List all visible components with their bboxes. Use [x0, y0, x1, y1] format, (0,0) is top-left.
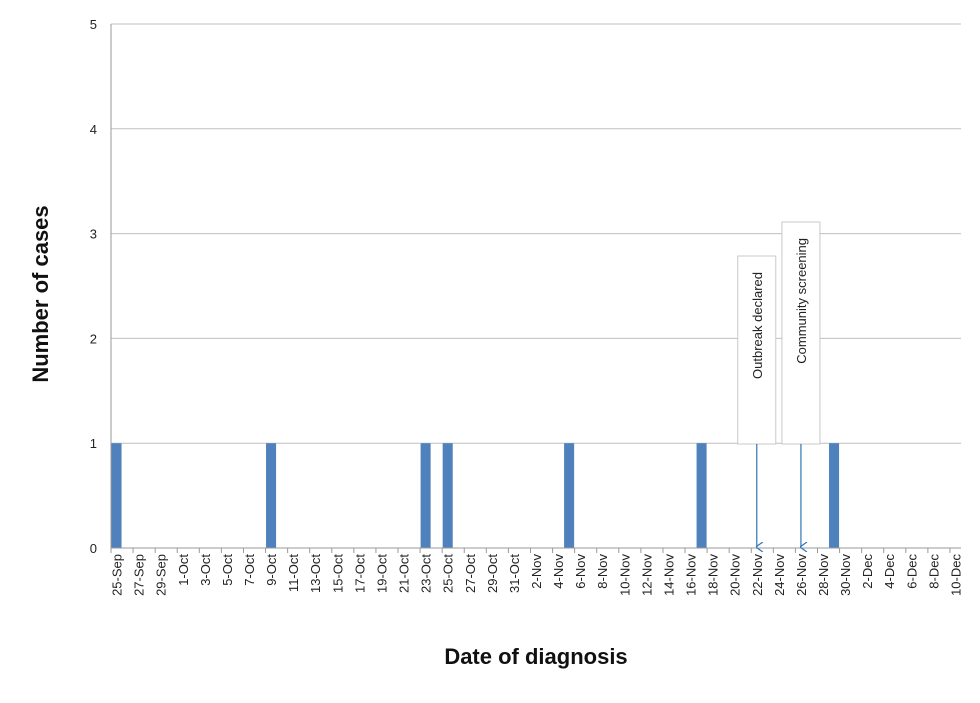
x-tick-label: 14-Nov: [661, 554, 676, 596]
x-tick-label: 20-Nov: [728, 554, 743, 596]
x-tick-label: 24-Nov: [772, 554, 787, 596]
bars: [111, 443, 840, 548]
x-tick-label: 11-Oct: [286, 554, 301, 592]
x-tick-label: 30-Nov: [838, 554, 853, 596]
bar: [266, 443, 277, 548]
x-tick-label: 27-Oct: [463, 554, 478, 593]
x-tick-label: 23-Oct: [419, 554, 434, 593]
x-tick-label: 19-Oct: [374, 554, 389, 593]
x-tick-label: 10-Dec: [948, 554, 963, 596]
annotation-box: [781, 221, 821, 445]
x-tick-label: 6-Nov: [573, 554, 588, 589]
x-tick-label: 12-Nov: [639, 554, 654, 596]
y-tick-label: 0: [90, 541, 97, 556]
y-tick-label: 2: [90, 331, 97, 346]
x-tick-label: 16-Nov: [684, 554, 699, 596]
x-tick-label: 18-Nov: [706, 554, 721, 596]
y-tick-labels: 0 1 2 3 4 5: [90, 17, 97, 556]
x-tick-label: 4-Nov: [551, 554, 566, 589]
x-tick-label: 13-Oct: [308, 554, 323, 593]
bar: [564, 443, 575, 548]
gridlines: [111, 23, 961, 444]
x-tick-label: 5-Oct: [220, 554, 235, 586]
x-tick-label: 31-Oct: [507, 554, 522, 593]
x-tick-label: 27-Sep: [132, 554, 147, 596]
annotation-label: Community screening: [794, 238, 809, 364]
annotation-label: Outbreak declared: [750, 272, 765, 379]
x-tick-labels: 25-Sep 27-Sep 29-Sep 1-Oct 3-Oct 5-Oct 7-Oct 9-…: [110, 548, 963, 596]
y-axis-title: Number of cases: [28, 205, 53, 382]
x-tick-label: 10-Nov: [617, 554, 632, 596]
bar: [442, 443, 453, 548]
x-tick-label: 26-Nov: [794, 554, 809, 596]
annotation-box: [737, 255, 777, 445]
x-tick-label: 21-Oct: [397, 554, 412, 593]
x-tick-label: 15-Oct: [330, 554, 345, 593]
x-tick-label: 28-Nov: [816, 554, 831, 596]
axes: [110, 24, 961, 549]
x-tick-label: 25-Oct: [441, 554, 456, 593]
bar: [696, 443, 707, 548]
x-tick-label: 29-Oct: [485, 554, 500, 593]
x-tick-label: 1-Oct: [176, 554, 191, 586]
x-tick-label: 17-Oct: [352, 554, 367, 593]
x-tick-label: 8-Nov: [595, 554, 610, 589]
annotation: Outbreak declared: [737, 255, 777, 547]
x-tick-label: 25-Sep: [110, 554, 125, 596]
x-tick-label: 8-Dec: [926, 554, 941, 589]
bar: [420, 443, 431, 548]
x-tick-label: 3-Oct: [198, 554, 213, 586]
bar: [111, 443, 122, 548]
y-tick-label: 3: [90, 227, 97, 242]
x-tick-label: 2-Dec: [860, 554, 875, 589]
x-tick-label: 22-Nov: [750, 554, 765, 596]
bar: [829, 443, 840, 548]
y-tick-label: 1: [90, 436, 97, 451]
x-tick-label: 6-Dec: [904, 554, 919, 589]
x-tick-label: 2-Nov: [529, 554, 544, 589]
x-tick-label: 4-Dec: [882, 554, 897, 589]
annotations: Outbreak declared Community screening: [737, 221, 821, 547]
y-tick-label: 5: [90, 17, 97, 32]
annotation: Community screening: [781, 221, 821, 547]
x-axis-title: Date of diagnosis: [444, 644, 627, 669]
x-tick-label: 9-Oct: [264, 554, 279, 586]
y-tick-label: 4: [90, 122, 97, 137]
x-tick-label: 7-Oct: [242, 554, 257, 586]
x-tick-label: 29-Sep: [154, 554, 169, 596]
